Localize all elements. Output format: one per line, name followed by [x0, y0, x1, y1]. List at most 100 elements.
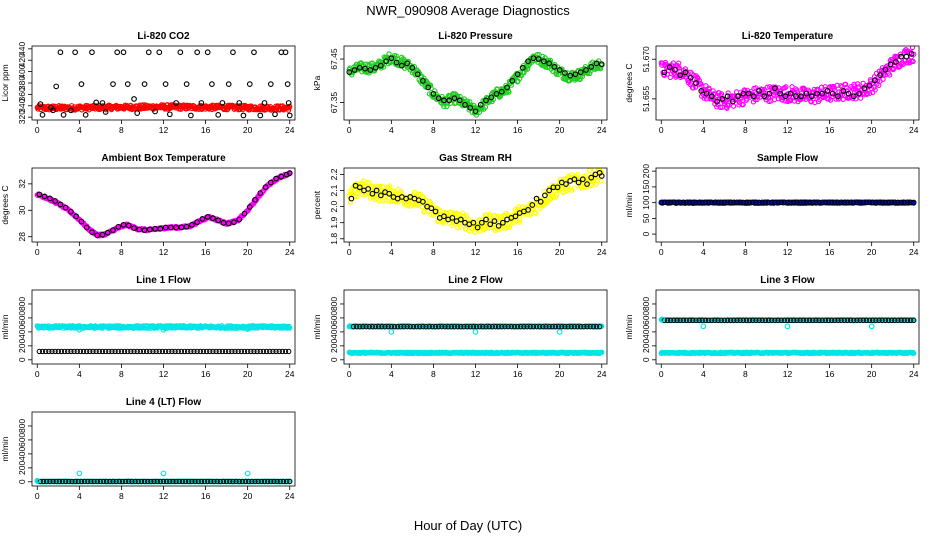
average-point — [423, 323, 429, 330]
average-point — [200, 348, 207, 355]
x-tick-label: 4 — [389, 125, 394, 135]
average-point — [159, 348, 166, 355]
average-point — [377, 62, 384, 69]
average-point — [439, 323, 445, 330]
average-point — [112, 348, 118, 355]
average-point — [172, 348, 178, 355]
raw-point — [524, 66, 531, 72]
average-point — [521, 323, 527, 330]
raw-point — [563, 188, 569, 194]
average-point — [851, 199, 857, 206]
panel-title: Line 3 Flow — [760, 275, 815, 286]
average-point — [377, 192, 384, 199]
y-tick-label: 30 — [17, 205, 27, 215]
average-point — [210, 215, 216, 222]
average-point — [856, 90, 862, 97]
average-point — [467, 323, 473, 330]
average-point — [236, 216, 243, 223]
average-point — [430, 91, 437, 97]
average-point — [71, 348, 77, 355]
average-point — [173, 224, 179, 231]
x-tick-label: 24 — [909, 247, 919, 257]
x-tick-label: 4 — [77, 247, 82, 257]
raw-point — [587, 168, 593, 173]
average-point — [121, 348, 128, 355]
average-point — [41, 193, 48, 200]
average-point — [360, 323, 366, 330]
average-point — [414, 71, 421, 78]
average-point — [157, 225, 164, 232]
average-point — [672, 66, 678, 73]
average-point — [110, 227, 116, 233]
average-point — [260, 348, 267, 355]
x-tick-label: 0 — [659, 125, 664, 135]
x-tick-label: 20 — [243, 369, 253, 379]
average-point — [571, 176, 578, 183]
series-averages — [350, 323, 603, 330]
average-point — [257, 348, 263, 355]
average-point — [286, 170, 293, 177]
raw-point — [730, 103, 737, 109]
average-point — [527, 323, 533, 330]
average-point — [762, 199, 769, 206]
average-point — [246, 204, 253, 210]
average-point — [89, 229, 95, 235]
y-tick-label: 2.0 — [329, 200, 339, 212]
average-point — [131, 96, 137, 102]
average-point — [220, 219, 227, 226]
average-point — [887, 61, 894, 68]
y-tick-label: 67.45 — [329, 48, 339, 70]
average-point — [445, 323, 451, 330]
x-tick-label: 16 — [825, 125, 835, 135]
average-point — [78, 81, 85, 87]
average-point — [787, 90, 794, 97]
average-point — [270, 348, 276, 355]
x-tick-label: 4 — [389, 369, 394, 379]
average-point — [472, 329, 479, 335]
average-point — [451, 323, 458, 330]
average-point — [183, 223, 190, 230]
raw-point — [676, 60, 682, 66]
raw-point — [453, 100, 459, 106]
average-point — [372, 64, 379, 71]
average-point — [470, 219, 477, 226]
average-point — [356, 184, 363, 191]
series-averages — [346, 55, 605, 115]
raw-point — [783, 84, 789, 90]
average-point — [229, 348, 235, 355]
average-point — [709, 199, 715, 206]
average-point — [198, 100, 205, 106]
average-point — [137, 348, 144, 355]
average-point — [677, 199, 683, 206]
average-point — [399, 62, 405, 69]
average-point — [505, 323, 511, 330]
average-point — [401, 323, 407, 330]
raw-point — [490, 221, 496, 227]
raw-point — [661, 72, 667, 79]
y-axis-label: ml/min — [624, 192, 634, 217]
average-point — [877, 72, 883, 78]
average-point — [254, 348, 260, 355]
average-point — [714, 98, 720, 105]
raw-point — [690, 85, 696, 91]
x-tick-label: 24 — [285, 369, 295, 379]
y-axis-label: degrees C — [0, 185, 10, 224]
raw-point — [911, 350, 917, 356]
raw-point — [703, 96, 710, 102]
average-point — [731, 199, 737, 206]
average-point — [181, 348, 188, 355]
average-point — [68, 208, 74, 215]
raw-point — [782, 85, 788, 91]
average-point — [191, 348, 197, 355]
average-point — [141, 81, 148, 87]
raw-point — [469, 109, 475, 116]
average-point — [512, 213, 519, 220]
average-point — [690, 199, 696, 206]
average-point — [658, 199, 664, 206]
average-point — [584, 181, 590, 187]
x-tick-label: 8 — [431, 247, 436, 257]
raw-point — [843, 84, 849, 91]
average-point — [55, 348, 61, 355]
average-point — [598, 173, 605, 179]
